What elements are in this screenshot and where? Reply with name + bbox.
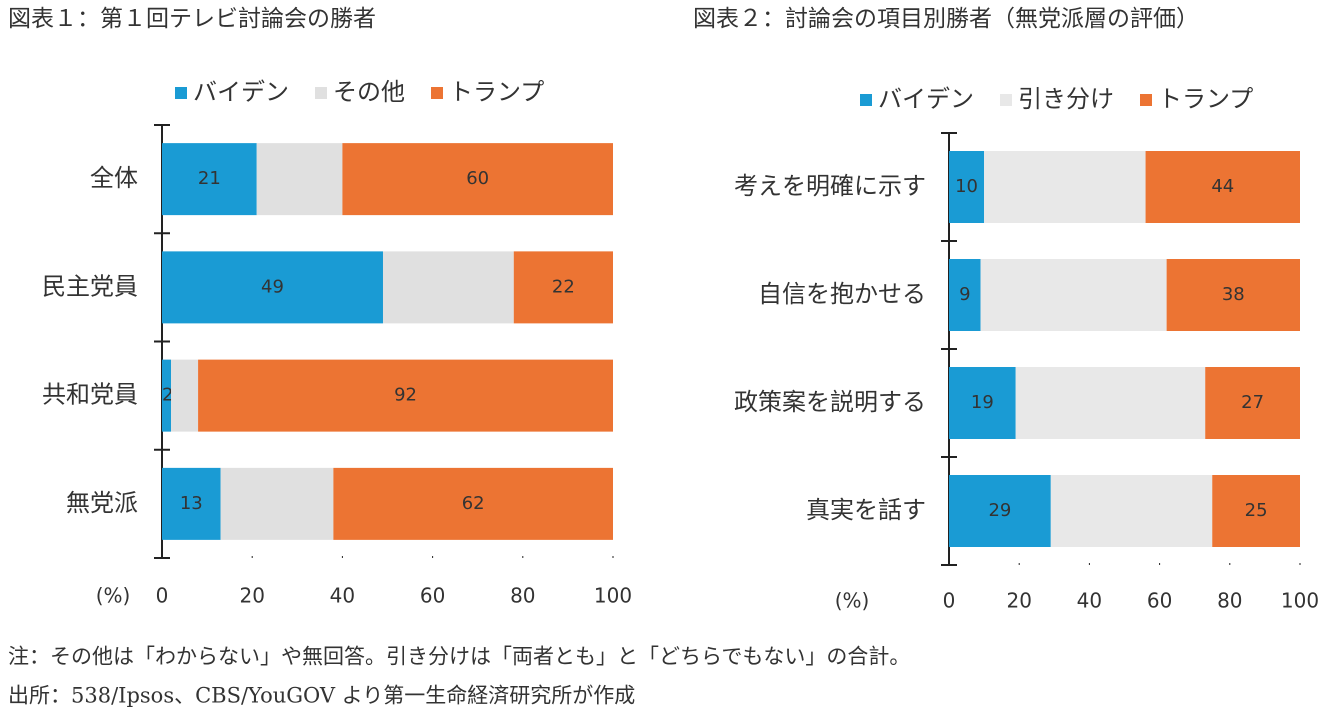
data-label: 19: [971, 392, 994, 413]
data-label: 2: [162, 385, 173, 406]
bar-segment: [198, 359, 613, 432]
data-label: 60: [466, 168, 489, 189]
bar-segment: [984, 151, 1146, 223]
legend-label: 引き分け: [1018, 85, 1114, 113]
bar-segment: [949, 367, 1016, 439]
bar-segment: [1205, 367, 1300, 439]
chart-title: 図表１：第１回テレビ討論会の勝者: [8, 6, 376, 32]
legend-label: トランプ: [449, 78, 544, 106]
bar-segment: [1015, 367, 1206, 439]
x-axis-label: (%): [835, 589, 870, 613]
bar-segment: [342, 143, 613, 216]
chart-title: 図表２：討論会の項目別勝者（無党派層の評価）: [693, 6, 1199, 32]
data-label: 22: [552, 276, 575, 297]
category-label: 考えを明確に示す: [734, 172, 926, 200]
bar-segment: [949, 475, 1051, 547]
bar-segment: [513, 251, 613, 324]
bar-segment: [1145, 151, 1300, 223]
bar-segment: [162, 143, 257, 216]
data-label: 27: [1241, 392, 1264, 413]
data-label: 38: [1222, 284, 1245, 305]
category-label: 共和党員: [42, 381, 138, 409]
data-label: 13: [180, 493, 203, 514]
x-tick-label: 100: [1281, 589, 1319, 613]
data-label: 9: [959, 284, 970, 305]
bar-segment: [333, 467, 613, 540]
bar-segment: [949, 259, 981, 331]
category-label: 全体: [90, 164, 138, 192]
bar-segment: [382, 251, 514, 324]
x-tick-label: 60: [420, 584, 445, 608]
category-label: 自信を抱かせる: [758, 280, 926, 308]
data-label: 44: [1211, 176, 1234, 197]
data-label: 92: [394, 385, 417, 406]
legend-label: バイデン: [193, 78, 289, 106]
category-label: 無党派: [66, 489, 138, 517]
bar-segment: [1212, 475, 1300, 547]
category-label: 真実を話す: [806, 496, 926, 524]
x-tick-label: 80: [510, 584, 535, 608]
x-tick-label: 40: [330, 584, 355, 608]
footnote: 出所：538/Ipsos、CBS/YouGOV より第一生命経済研究所が作成: [8, 684, 635, 708]
x-tick-label: 20: [239, 584, 264, 608]
data-label: 49: [261, 276, 284, 297]
x-tick-label: 80: [1217, 589, 1242, 613]
legend-swatch: [1000, 94, 1012, 106]
bar-segment: [980, 259, 1167, 331]
category-label: 政策案を説明する: [734, 388, 926, 416]
data-label: 10: [955, 176, 978, 197]
bar-segment: [1050, 475, 1213, 547]
bar-segment: [171, 359, 199, 432]
x-tick-label: 100: [594, 584, 632, 608]
bar-segment: [220, 467, 334, 540]
bar-segment: [162, 359, 172, 432]
legend-label: その他: [333, 78, 405, 106]
legend-swatch: [315, 87, 327, 99]
x-tick-label: 40: [1077, 589, 1102, 613]
legend-label: トランプ: [1158, 85, 1253, 113]
legend-label: バイデン: [878, 85, 974, 113]
category-label: 民主党員: [42, 272, 138, 300]
x-tick-label: 20: [1006, 589, 1031, 613]
bar-segment: [949, 151, 985, 223]
x-tick-label: 60: [1147, 589, 1172, 613]
data-label: 29: [988, 500, 1011, 521]
x-tick-label: 0: [156, 584, 169, 608]
legend-swatch: [175, 87, 187, 99]
bar-segment: [1166, 259, 1300, 331]
x-tick-label: 0: [943, 589, 956, 613]
bar-segment: [256, 143, 343, 216]
bar-segment: [162, 251, 383, 324]
footnote: 注：その他は「わからない」や無回答。引き分けは「両者とも」と「どちらでもない」の…: [8, 645, 910, 669]
bar-segment: [162, 467, 221, 540]
legend-swatch: [1140, 94, 1152, 106]
data-label: 62: [462, 493, 485, 514]
legend-swatch: [431, 87, 443, 99]
data-label: 25: [1245, 500, 1268, 521]
data-label: 21: [198, 168, 221, 189]
legend-swatch: [860, 94, 872, 106]
x-axis-label: (%): [96, 584, 131, 608]
